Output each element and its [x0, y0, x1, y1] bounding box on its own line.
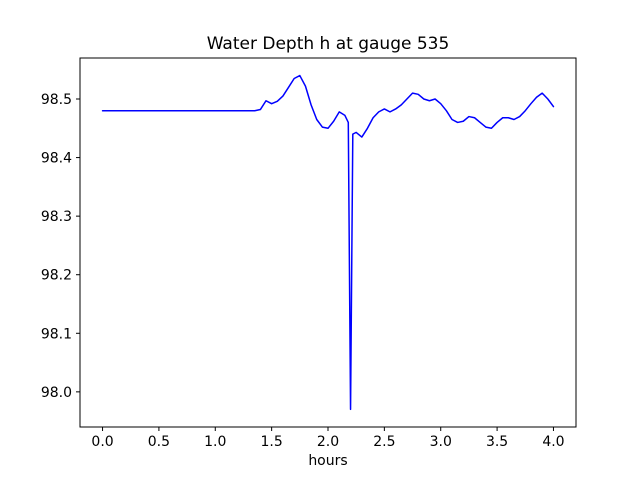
data-series — [101, 74, 555, 411]
x-tick-label: 0.0 — [91, 434, 113, 450]
x-tick-label: 4.0 — [542, 434, 564, 450]
water-depth-line — [101, 74, 555, 411]
x-tick-label: 0.5 — [148, 434, 170, 450]
y-tick-label: 98.4 — [41, 151, 72, 167]
y-tick-label: 98.5 — [41, 92, 72, 108]
x-axis-label: hours — [308, 453, 347, 469]
x-tick-label: 2.5 — [373, 434, 395, 450]
x-tick-label: 1.5 — [261, 434, 283, 450]
y-tick-label: 98.2 — [41, 268, 72, 284]
y-tick-label: 98.1 — [41, 326, 72, 342]
axes: 0.0 0.5 1.0 1.5 2.0 2.5 3.0 3.5 4.0 98.0 98.1 98.2 9… — [41, 57, 577, 450]
chart-title: Water Depth h at gauge 535 — [207, 34, 450, 54]
y-tick-label: 98.0 — [41, 385, 72, 401]
y-tick-label: 98.3 — [41, 209, 72, 225]
x-tick-label: 3.0 — [430, 434, 452, 450]
x-tick-label: 2.0 — [317, 434, 339, 450]
x-tick-label: 1.0 — [204, 434, 226, 450]
x-tick-label: 3.5 — [486, 434, 508, 450]
plot-frame — [79, 57, 577, 428]
